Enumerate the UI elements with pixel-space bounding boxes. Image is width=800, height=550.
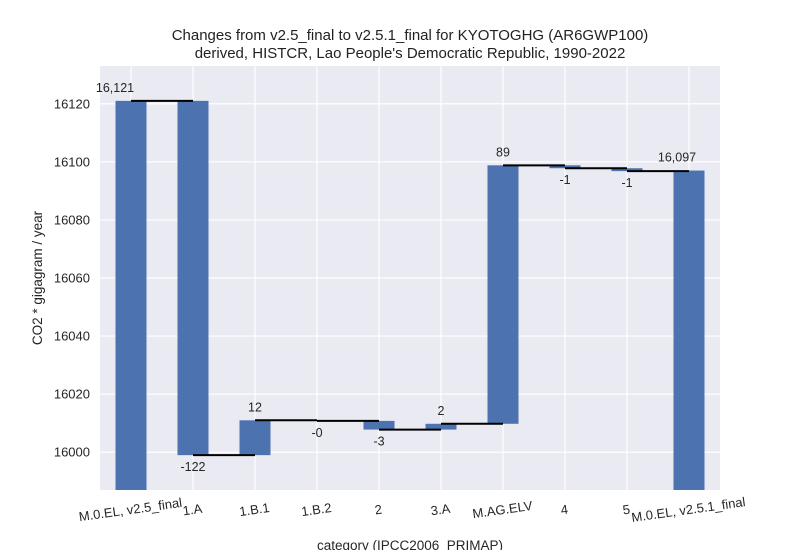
y-axis-ticks: 16000 16020 16040 16060 16080 16100 16120 — [54, 96, 90, 459]
bars — [115, 100, 705, 491]
bar — [673, 170, 705, 490]
y-tick-label: 16080 — [54, 212, 90, 227]
data-label: 89 — [496, 145, 510, 159]
y-tick-label: 16060 — [54, 271, 90, 286]
y-axis-label: CO2 * gigagram / year — [30, 210, 45, 345]
data-label: 12 — [248, 400, 262, 414]
y-tick-label: 16000 — [54, 445, 90, 460]
y-tick-label: 16020 — [54, 387, 90, 402]
x-tick-label: 1.B.2 — [300, 500, 332, 519]
data-labels: 16,121 -122 12 -0 -3 2 89 -1 -1 16,097 — [96, 81, 696, 474]
data-label: 2 — [438, 404, 445, 418]
chart-title: Changes from v2.5_final to v2.5.1_final … — [172, 27, 649, 44]
bar — [177, 100, 209, 456]
data-label: 16,121 — [96, 81, 134, 95]
data-label: -122 — [180, 460, 205, 474]
bar — [115, 100, 147, 491]
x-tick-label: M.AG.ELV — [471, 498, 533, 521]
bar — [487, 165, 519, 424]
data-label: 16,097 — [658, 151, 696, 165]
y-tick-label: 16120 — [54, 96, 90, 111]
chart-subtitle: derived, HISTCR, Lao People's Democratic… — [195, 45, 626, 62]
x-tick-label: 4 — [560, 502, 569, 518]
data-label: -1 — [621, 176, 632, 190]
x-tick-label: 2 — [374, 502, 383, 518]
x-axis-label: category (IPCC2006_PRIMAP) — [317, 538, 503, 550]
bar — [549, 165, 581, 169]
data-label: -1 — [559, 173, 570, 187]
bar — [611, 168, 643, 172]
x-tick-label: 3.A — [430, 501, 452, 519]
bar — [363, 420, 395, 430]
connector-lines — [131, 99, 689, 457]
y-tick-label: 16100 — [54, 154, 90, 169]
x-tick-label: 1.B.1 — [238, 500, 270, 519]
x-tick-label: 1.A — [182, 501, 204, 519]
x-tick-label: 5 — [622, 502, 631, 518]
y-tick-label: 16040 — [54, 329, 90, 344]
x-tick-label: M.0.EL, v2.5_final — [78, 495, 183, 524]
bar — [425, 423, 457, 430]
x-tick-label: M.0.EL, v2.5.1_final — [630, 494, 746, 525]
bar — [239, 420, 271, 456]
data-label: -0 — [311, 426, 322, 440]
data-label: -3 — [373, 435, 384, 449]
